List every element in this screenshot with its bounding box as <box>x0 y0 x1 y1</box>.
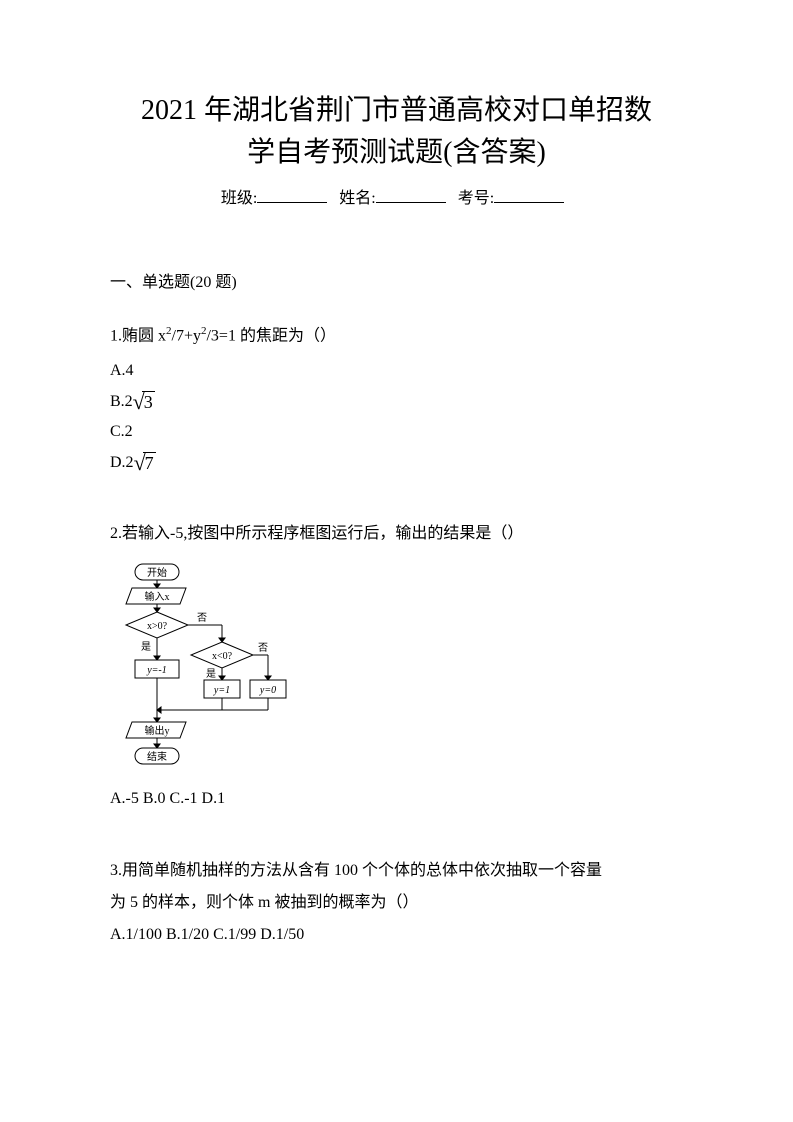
sqrt-icon: √7 <box>134 452 156 475</box>
svg-text:否: 否 <box>258 642 268 654</box>
svg-text:结束: 结束 <box>147 750 167 763</box>
title-line-1: 2021 年湖北省荆门市普通高校对口单招数 <box>141 95 652 126</box>
q2-options: A.-5 B.0 C.-1 D.1 <box>110 783 683 815</box>
name-label: 姓名: <box>339 190 375 207</box>
question-2: 2.若输入-5,按图中所示程序框图运行后，输出的结果是（） 开始 输入x x>0… <box>110 518 683 815</box>
q1-text: 1.贿圆 x2/7+y2/3=1 的焦距为（） <box>110 320 683 352</box>
question-3: 3.用简单随机抽样的方法从含有 100 个个体的总体中依次抽取一个容量 为 5 … <box>110 855 683 951</box>
q1-prefix: 1.贿圆 x <box>110 327 166 344</box>
q1-option-a: A.4 <box>110 356 683 386</box>
class-label: 班级: <box>221 190 257 207</box>
q3-options: A.1/100 B.1/20 C.1/99 D.1/50 <box>110 919 683 951</box>
id-blank <box>494 187 564 203</box>
q1-optb-rad: 3 <box>142 391 155 414</box>
student-info-line: 班级: 姓名: 考号: <box>110 184 683 208</box>
q1-option-b: B.2√3 <box>110 387 683 417</box>
svg-text:开始: 开始 <box>147 566 167 579</box>
flowchart-svg: 开始 输入x x>0? 是 否 <box>110 560 290 775</box>
title-line-2: 学自考预测试题(含答案) <box>247 137 546 168</box>
q3-line1: 3.用简单随机抽样的方法从含有 100 个个体的总体中依次抽取一个容量 <box>110 855 683 887</box>
q1-option-d: D.2√7 <box>110 448 683 478</box>
q2-flowchart: 开始 输入x x>0? 是 否 <box>110 560 683 775</box>
svg-text:x>0?: x>0? <box>147 621 168 632</box>
q3-line2: 为 5 的样本，则个体 m 被抽到的概率为（） <box>110 887 683 919</box>
q1-option-c: C.2 <box>110 417 683 447</box>
id-label: 考号: <box>458 190 494 207</box>
q1-optd-prefix: D.2 <box>110 454 134 471</box>
document-title: 2021 年湖北省荆门市普通高校对口单招数 学自考预测试题(含答案) <box>110 90 683 174</box>
q1-optb-prefix: B.2 <box>110 393 133 410</box>
q1-end: /3=1 的焦距为（） <box>206 327 335 344</box>
svg-text:y=0: y=0 <box>259 685 276 696</box>
svg-text:输出y: 输出y <box>145 724 170 737</box>
svg-text:是: 是 <box>141 641 151 653</box>
svg-text:x<0?: x<0? <box>212 651 233 662</box>
section-1-title: 一、单选题(20 题) <box>110 268 683 292</box>
q1-optd-rad: 7 <box>143 452 156 475</box>
svg-text:输入x: 输入x <box>145 590 170 603</box>
sqrt-icon: √3 <box>133 391 155 414</box>
svg-text:y=1: y=1 <box>213 685 230 696</box>
svg-text:否: 否 <box>197 612 207 624</box>
name-blank <box>376 187 446 203</box>
svg-text:y=-1: y=-1 <box>146 665 167 676</box>
svg-text:是: 是 <box>206 668 216 680</box>
q2-text: 2.若输入-5,按图中所示程序框图运行后，输出的结果是（） <box>110 518 683 550</box>
class-blank <box>257 187 327 203</box>
question-1: 1.贿圆 x2/7+y2/3=1 的焦距为（） A.4 B.2√3 C.2 D.… <box>110 320 683 478</box>
q1-mid1: /7+y <box>172 327 201 344</box>
